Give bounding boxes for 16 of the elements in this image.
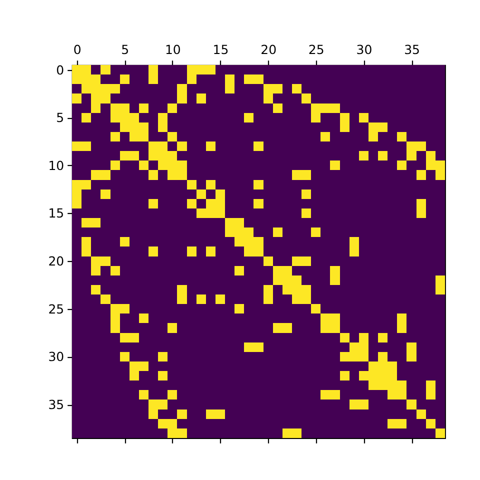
y-tick-label: 35 bbox=[48, 397, 64, 412]
y-tick-label: 25 bbox=[48, 301, 64, 316]
x-tick-label: 35 bbox=[404, 42, 420, 58]
x-tick-label: 0 bbox=[73, 42, 82, 58]
x-tick-label: 25 bbox=[308, 42, 324, 58]
y-tick-label: 0 bbox=[56, 62, 64, 78]
x-tick-label: 20 bbox=[260, 42, 277, 58]
x-tick-label: 15 bbox=[212, 42, 229, 58]
y-tick-label: 5 bbox=[56, 110, 64, 126]
x-tick-label: 10 bbox=[164, 42, 181, 58]
y-tick-label: 10 bbox=[48, 158, 64, 173]
y-tick-label: 30 bbox=[48, 349, 64, 364]
y-tick-label: 15 bbox=[48, 206, 64, 221]
x-tick-label: 5 bbox=[121, 42, 130, 58]
x-tick-label: 30 bbox=[356, 42, 372, 58]
y-tick-label: 20 bbox=[48, 254, 64, 269]
